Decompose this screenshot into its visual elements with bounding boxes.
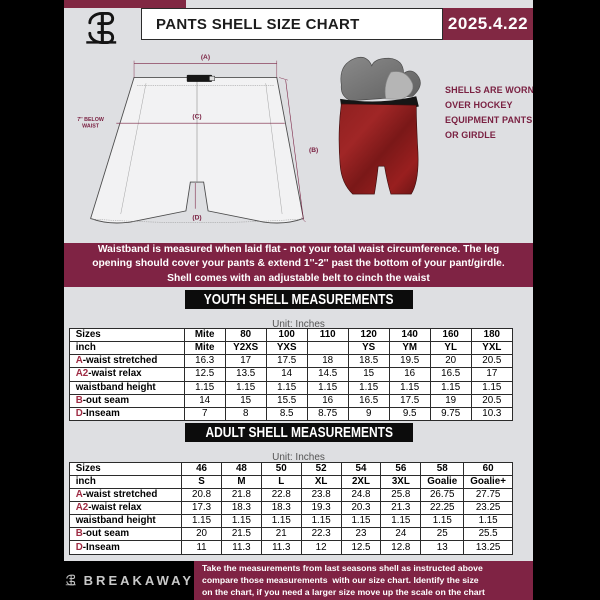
svg-text:(C): (C) [192,114,201,121]
svg-text:7'' BELOW: 7'' BELOW [77,117,105,123]
svg-text:(B): (B) [309,147,318,154]
svg-text:(A): (A) [201,54,210,61]
svg-text:WAIST: WAIST [82,124,100,130]
svg-text:(D): (D) [192,214,201,221]
